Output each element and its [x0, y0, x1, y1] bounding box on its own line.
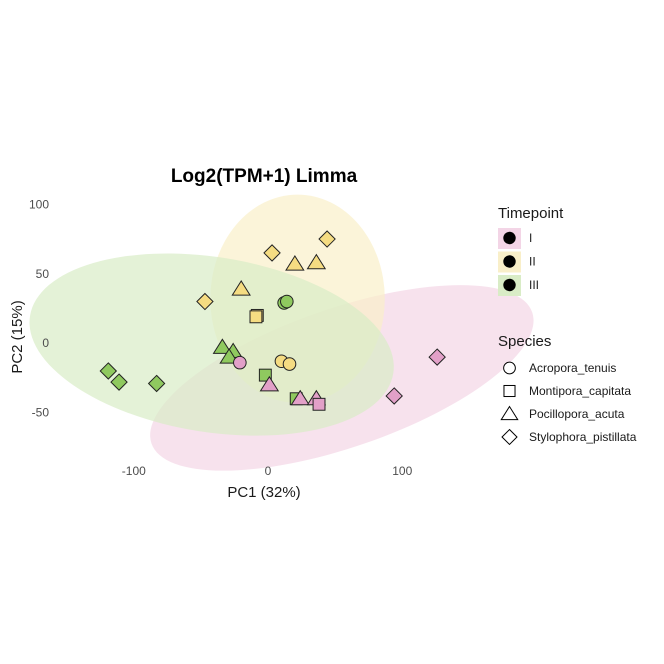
point-diamond-I: [428, 348, 446, 366]
point-square-I: [312, 397, 326, 411]
x-tick-label: 100: [392, 464, 412, 478]
point-triangle-III: [219, 348, 239, 364]
x-tick-label: -100: [122, 464, 146, 478]
point-triangle-II: [285, 255, 305, 271]
point-diamond-III: [147, 374, 166, 393]
point-circle-II: [282, 357, 297, 371]
point-diamond-II: [196, 292, 214, 311]
x-axis-title: PC1 (32%): [227, 484, 300, 501]
point-triangle-I: [290, 389, 311, 406]
legend-label-triangle: Pocillopora_acuta: [529, 407, 625, 421]
legend-label-II: II: [529, 255, 536, 269]
confidence-ellipses: [29, 194, 534, 471]
y-tick-label: 100: [29, 197, 49, 211]
point-triangle-III: [212, 338, 233, 354]
ellipse-timepoint-III: [29, 253, 394, 436]
timepoint-legend-title: Timepoint: [498, 205, 564, 222]
point-square-II: [249, 310, 263, 324]
chart-title: Log2(TPM+1) Limma: [171, 166, 358, 187]
x-tick-label: 0: [265, 464, 272, 478]
legend-label-circle: Acropora_tenuis: [529, 361, 616, 375]
point-diamond-II: [263, 244, 281, 262]
point-diamond-II: [318, 230, 336, 248]
y-tick-label: 50: [36, 267, 50, 281]
species-legend-title: Species: [498, 333, 551, 350]
species-legend: Species Acropora_tenuis Montipora_capitat…: [498, 333, 637, 446]
legend-label-III: III: [529, 278, 539, 292]
point-circle-III: [280, 294, 294, 309]
legend-shape-square: [503, 384, 516, 398]
legend-shape-diamond: [501, 428, 518, 446]
point-circle-I: [233, 355, 247, 370]
y-tick-label: 0: [42, 336, 49, 350]
point-diamond-I: [385, 387, 403, 405]
y-axis-title: PC2 (15%): [9, 300, 26, 373]
point-square-III: [258, 368, 272, 382]
y-tick-label: -50: [32, 406, 50, 420]
y-axis-ticks: -50 0 50 100: [29, 197, 49, 419]
legend-label-diamond: Stylophora_pistillata: [529, 430, 637, 444]
point-triangle-II: [231, 280, 251, 296]
legend-label-square: Montipora_capitata: [529, 384, 631, 398]
legend-shape-triangle: [500, 405, 519, 421]
legend-label-I: I: [529, 231, 532, 245]
point-diamond-III: [110, 373, 128, 391]
x-axis-ticks: -100 0 100: [122, 464, 413, 478]
legend-key-dot-I: [503, 231, 516, 245]
legend-key-dot-II: [503, 255, 516, 268]
data-points: [99, 230, 446, 411]
legend-shape-circle: [503, 361, 516, 375]
point-diamond-III: [99, 362, 118, 380]
point-triangle-II: [306, 253, 327, 270]
point-triangle-I: [259, 375, 280, 392]
legend-key-dot-III: [503, 278, 516, 292]
